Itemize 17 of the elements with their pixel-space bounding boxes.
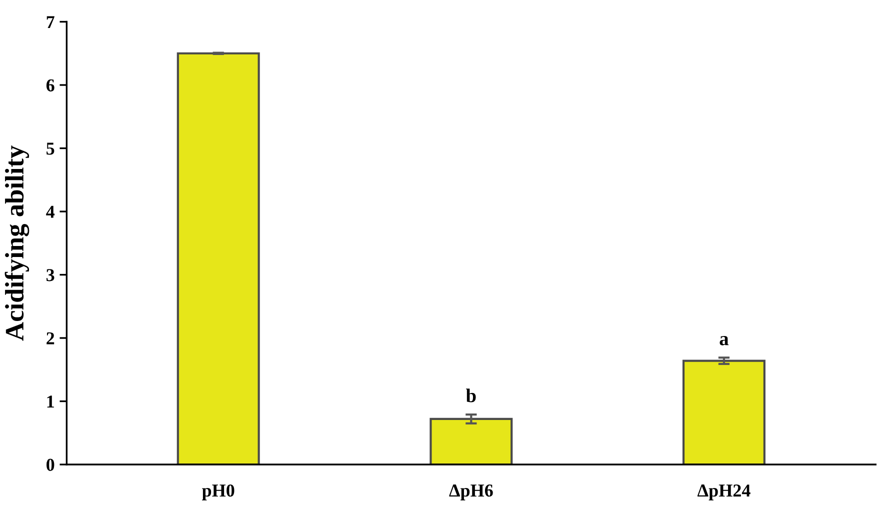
annotation: a [720,336,729,346]
y-tick-label: 2 [46,332,54,344]
y-tick-label: 4 [46,206,55,218]
annotation: b [466,388,476,402]
y-tick-label: 1 [47,396,54,408]
y-tick-label: 7 [46,16,54,28]
bar [682,360,766,465]
bar [430,418,513,465]
x-tick-label: ΔpH24 [697,484,750,500]
x-tick-label: pH0 [202,484,234,500]
y-tick-label: 5 [46,142,54,155]
bar [176,52,260,465]
x-tick-label: ΔpH6 [449,484,493,500]
y-tick-label: 0 [46,458,54,471]
y-axis-title: Acidifying ability [4,146,30,341]
y-tick-label: 3 [46,269,54,282]
y-tick-label: 6 [46,79,54,92]
